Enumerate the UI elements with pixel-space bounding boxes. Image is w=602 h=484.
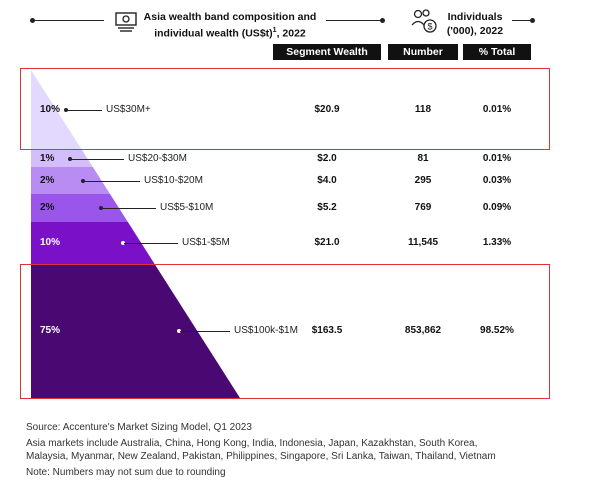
band-total-us-1-5m: 1.33% — [482, 237, 512, 248]
svg-text:$: $ — [427, 22, 432, 32]
band-leader-dot-us-30m — [64, 108, 68, 112]
band-number-us-100k-1m: 853,862 — [404, 325, 442, 336]
header-middle-line — [326, 20, 382, 21]
band-number-us-1-5m: 11,545 — [407, 237, 439, 248]
chart-title-line2: individual wealth (US$t)1, 2022 — [140, 24, 320, 41]
footer-note: Note: Numbers may not sum due to roundin… — [26, 467, 226, 478]
band-segment-us-1-5m — [31, 222, 155, 264]
highlight-box-bottom-band — [20, 264, 550, 399]
header-left-line — [32, 20, 104, 21]
highlight-box-top-band — [20, 68, 550, 150]
column-header-total: % Total — [463, 44, 531, 60]
footer-source: Source: Accenture's Market Sizing Model,… — [26, 422, 252, 433]
individuals-header: Individuals ('000), 2022 — [436, 10, 514, 38]
band-share-us-30m: 10% — [40, 104, 61, 115]
chart-title: Asia wealth band composition and individ… — [140, 10, 320, 41]
band-share-us-1-5m: 10% — [40, 237, 61, 248]
band-share-us-20-30m: 1% — [40, 152, 55, 164]
band-leader-dot-us-20-30m — [68, 156, 72, 161]
band-leader-line-us-1-5m — [124, 243, 178, 244]
chart-title-year: , 2022 — [276, 27, 306, 40]
band-segment-us-5-10m — [31, 194, 128, 222]
band-number-us-5-10m: 769 — [414, 202, 432, 213]
column-header-number: Number — [388, 44, 458, 60]
money-bills-icon — [115, 12, 137, 32]
band-number-us-10-20m: 295 — [414, 174, 432, 186]
band-label-us-5-10m: US$5-$10M — [160, 202, 214, 213]
band-leader-dot-us-10-20m — [81, 178, 86, 183]
band-total-us-20-30m: 0.01% — [482, 152, 512, 164]
band-segment-us-30m — [31, 70, 82, 150]
footer-markets-line2: Malaysia, Myanmar, New Zealand, Pakistan… — [26, 451, 496, 462]
individuals-header-line1: Individuals — [447, 11, 503, 23]
band-share-us-100k-1m: 75% — [40, 325, 61, 336]
column-header-segment-wealth: Segment Wealth — [273, 44, 381, 60]
chart-title-main: individual wealth (US$t) — [154, 27, 273, 40]
band-leader-line-us-30m — [67, 110, 102, 111]
band-leader-line-us-100k-1m — [180, 331, 230, 332]
band-number-us-20-30m: 81 — [417, 152, 429, 164]
band-share-us-5-10m: 2% — [40, 202, 55, 213]
band-wealth-us-20-30m: $2.0 — [317, 152, 337, 164]
band-total-us-5-10m: 0.09% — [482, 202, 512, 213]
chart-title-line1: Asia wealth band composition and — [143, 11, 317, 23]
band-leader-dot-us-100k-1m — [177, 329, 182, 333]
band-segment-us-100k-1m — [31, 264, 240, 398]
band-leader-line-us-10-20m — [84, 180, 140, 182]
chart-title-footnote-mark: 1 — [272, 27, 277, 34]
header-right-dot — [530, 18, 535, 23]
band-leader-dot-us-1-5m — [121, 241, 126, 245]
header-middle-dot — [380, 18, 385, 23]
band-leader-dot-us-5-10m — [98, 206, 103, 210]
band-share-us-10-20m: 2% — [40, 174, 55, 186]
band-wealth-us-5-10m: $5.2 — [317, 202, 337, 213]
band-label-us-10-20m: US$10-$20M — [144, 174, 203, 186]
band-wealth-us-10-20m: $4.0 — [317, 174, 337, 186]
band-total-us-30m: 0.01% — [482, 104, 512, 115]
people-dollar-icon: $ — [411, 9, 437, 33]
footer-markets-line1: Asia markets include Australia, China, H… — [26, 438, 478, 449]
band-wealth-us-1-5m: $21.0 — [314, 237, 340, 248]
band-label-us-100k-1m: US$100k-$1M — [234, 325, 298, 336]
band-wealth-us-30m: $20.9 — [314, 104, 340, 115]
band-total-us-100k-1m: 98.52% — [480, 325, 514, 336]
band-leader-line-us-20-30m — [71, 158, 124, 160]
band-number-us-30m: 118 — [414, 104, 432, 115]
header-right-line — [512, 20, 532, 21]
band-total-us-10-20m: 0.03% — [482, 174, 512, 186]
band-wealth-us-100k-1m: $163.5 — [311, 325, 343, 336]
band-label-us-20-30m: US$20-$30M — [128, 152, 187, 164]
band-label-us-1-5m: US$1-$5M — [182, 237, 230, 248]
band-segment-us-10-20m — [31, 167, 111, 194]
band-label-us-30m: US$30M+ — [106, 104, 151, 115]
band-segment-us-20-30m — [31, 150, 93, 167]
individuals-header-line2: ('000), 2022 — [446, 25, 504, 37]
band-leader-line-us-5-10m — [101, 208, 156, 209]
